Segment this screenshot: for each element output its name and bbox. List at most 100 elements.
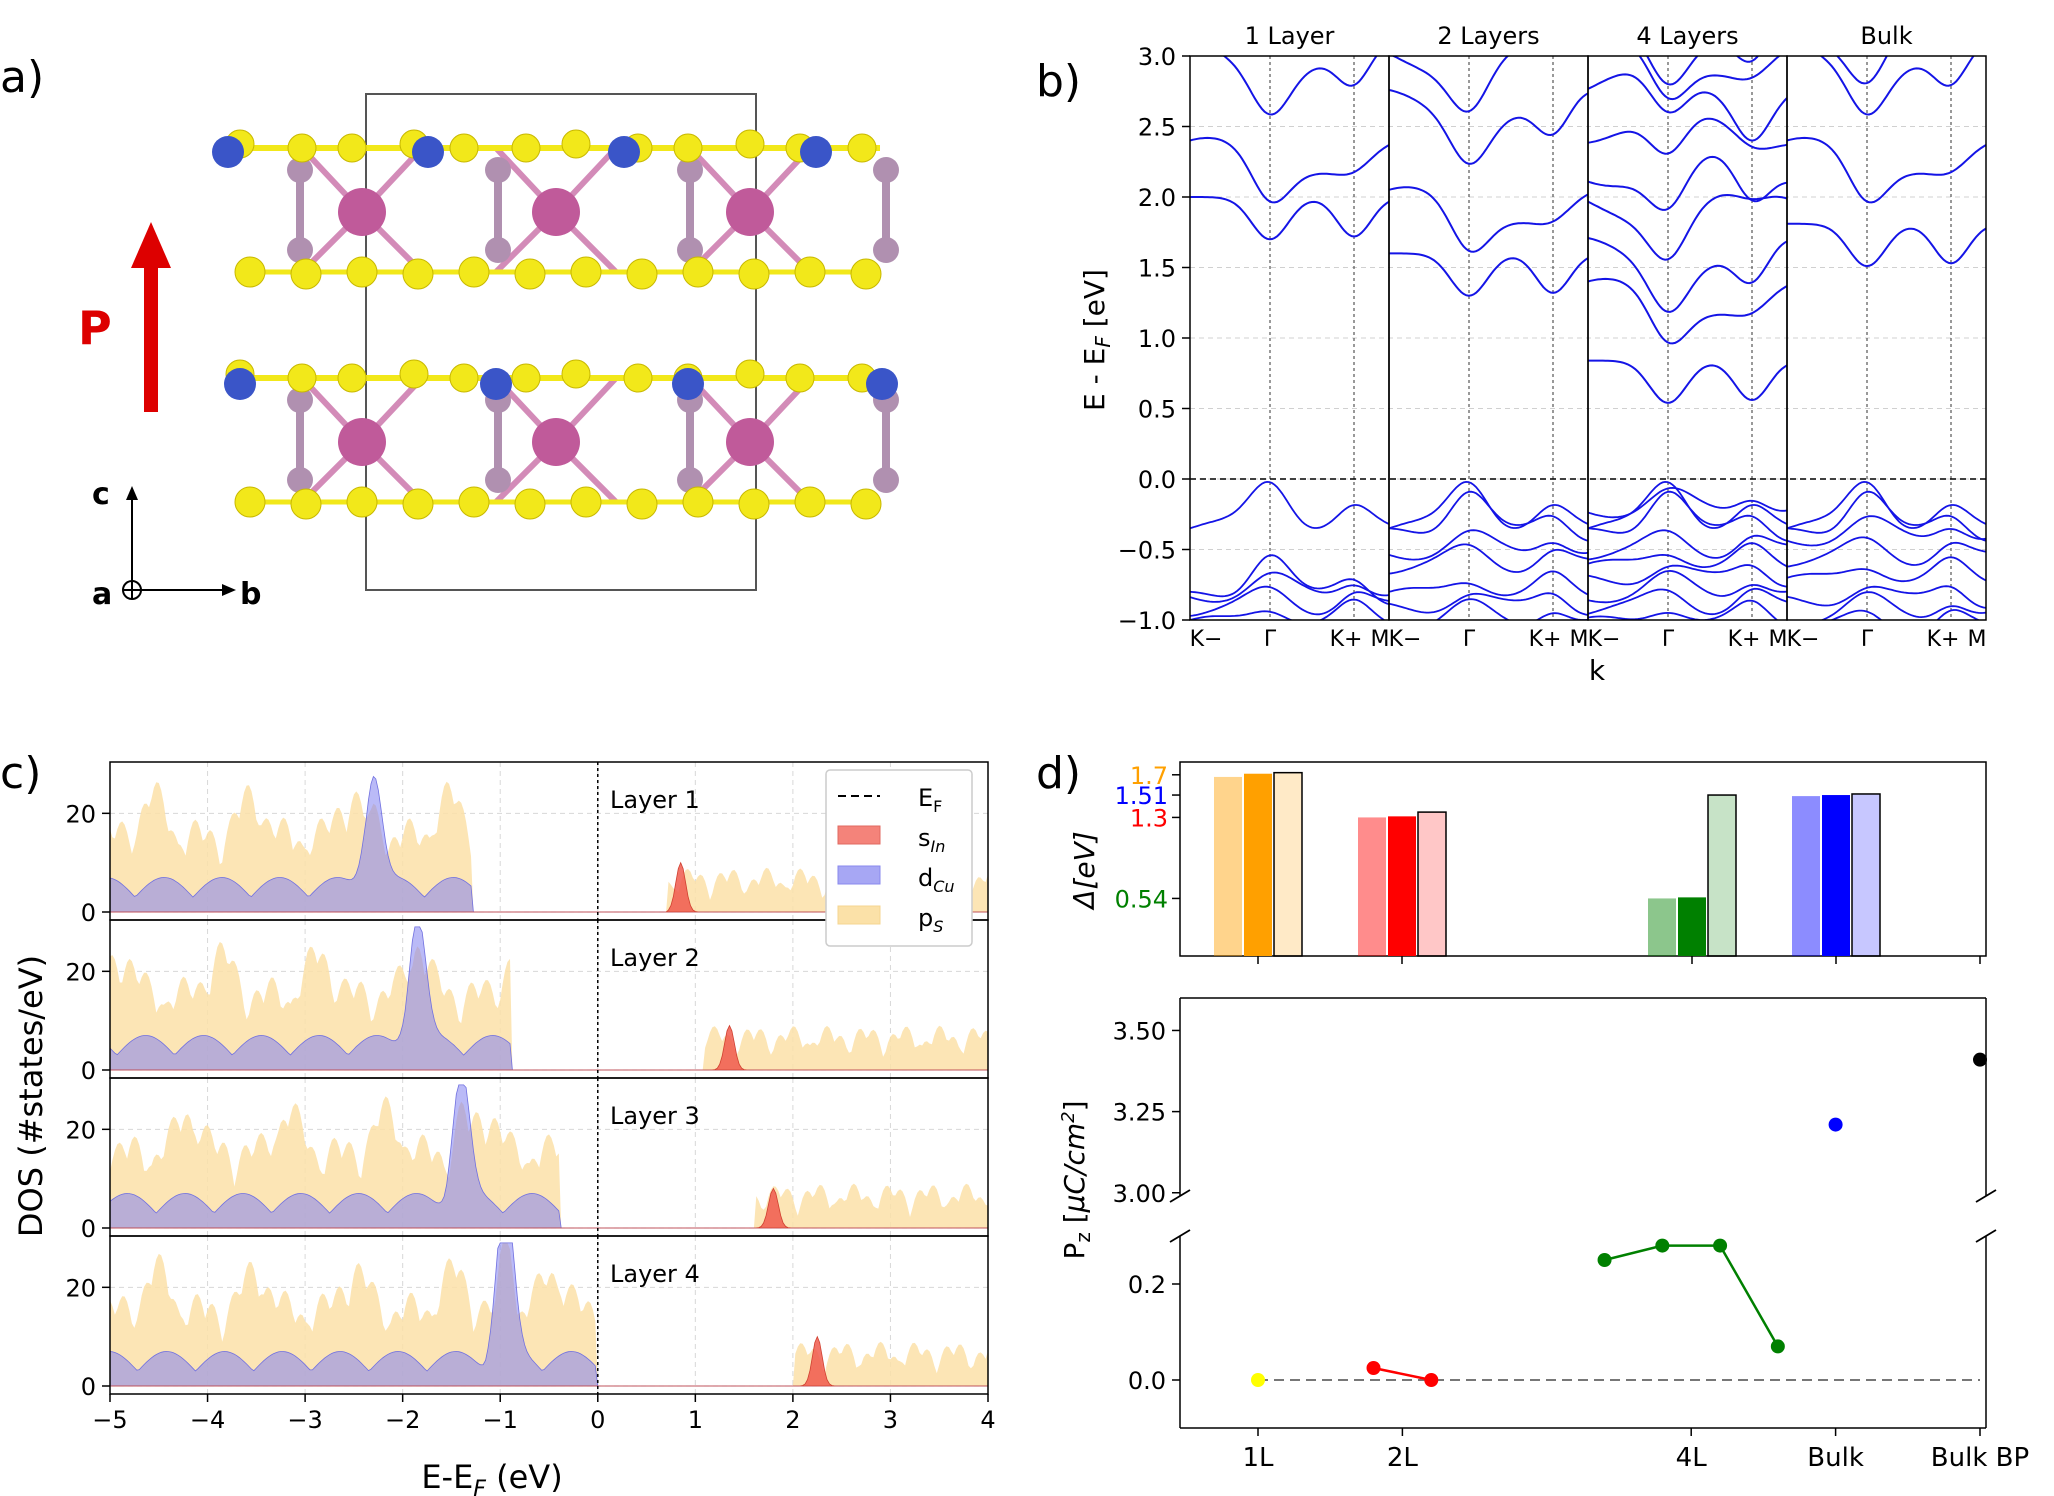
dos-ylabel: DOS (#states/eV) [12,955,50,1237]
pol-point [1366,1361,1381,1375]
band-ytick-label: 0.0 [1138,466,1176,494]
sulfur-atom [346,486,378,518]
conduction-band [1388,186,1589,253]
sulfur-atom [738,258,770,290]
dos-layer-label: Layer 3 [610,1102,700,1130]
pol-ytick-label: 3.50 [1113,1017,1166,1045]
phosphorus-atom [873,467,899,493]
valence-band [1388,543,1589,575]
sulfur-atom [673,133,703,163]
axis-c-arrowhead [126,486,138,500]
phosphorus-atom [873,237,899,263]
sulfur-atom [785,363,815,393]
sulfur-atom [561,359,591,389]
copper-atom [672,368,704,400]
dos-xtick-label: −2 [385,1406,420,1434]
valence-band [1587,569,1788,604]
gap-frame [1179,761,1987,957]
gap-bar [1648,898,1676,956]
conduction-band [1587,237,1788,313]
dos-ytick-label: 0 [81,899,96,927]
pol-ytick-label: 3.00 [1113,1180,1166,1208]
pol-point [1655,1238,1670,1253]
conduction-band [1388,89,1589,165]
pol-xtick-label: 2L [1387,1443,1419,1473]
band-subpanel-frame [1786,55,1987,621]
dos-ytick-label: 20 [65,1274,96,1302]
conduction-band [1222,56,1378,116]
indium-atom [532,188,580,236]
valence-band [1829,609,1981,620]
valence-band [1190,585,1390,617]
sulfur-atom [399,359,429,389]
valence-band [1587,490,1788,542]
dos-fills [109,775,988,1387]
sulfur-atom [570,486,602,518]
band-text: −1.0 −0.5 0.0 0.5 1.0 1.5 2.0 2.5 3.0 1 Layer K− Γ K… [1118,22,1987,652]
valence-band [1587,486,1788,519]
conduction-band [1588,359,1788,404]
dos-ytick-label: 0 [81,1373,96,1401]
conduction-band [1587,193,1788,261]
conduction-band [1787,222,1986,268]
pol-point [1828,1117,1843,1132]
kpoint-label: Γ [1861,627,1874,652]
copper-atom [800,136,832,168]
kpoint-label: K− [1190,627,1223,652]
gap-bar [1244,773,1272,956]
legend-d-label: dCu [918,864,955,896]
gap-value-label: 0.54 [1115,885,1168,913]
copper-atom [866,368,898,400]
sulfur-atom [449,133,479,163]
valence-band [1819,591,1986,620]
sulfur-atom [511,133,541,163]
band-subpanel-title: 1 Layer [1245,22,1335,50]
gap-polarization-panel: 1.71.511.3 0.54 3.00 3.25 3.50 0.0 0.2 1L 2L 4L B… [1058,761,2029,1473]
sulfur-atom [449,363,479,393]
phosphorus-atom [485,157,511,183]
axis-break-mark [1975,1189,1997,1203]
band-ytick-label: 2.5 [1138,114,1176,142]
pol-point [1973,1052,1987,1067]
kpoint-label: Γ [1662,627,1675,652]
valence-band [1587,529,1788,561]
phosphorus-atom [485,467,511,493]
panel-label-d: d) [1036,748,1081,799]
kpoint-label: K− [1389,627,1422,652]
conduction-band [1786,136,1986,204]
copper-atom [480,368,512,400]
panel-label-b: b) [1036,56,1081,107]
sulfur-atom [794,486,826,518]
polarization-arrow-head [131,222,171,268]
phosphorus-atom [287,467,313,493]
valence-band [1786,556,1986,583]
phosphorus-atom [677,157,703,183]
valence-band [1587,564,1788,588]
band-structure-panel: −1.0 −0.5 0.0 0.5 1.0 1.5 2.0 2.5 3.0 1 Layer K− Γ K… [1078,22,1987,687]
gap-value-label: 1.51 [1115,782,1168,810]
copper-atom [224,368,256,400]
gap-bar [1417,811,1447,957]
sulfur-atom [287,363,317,393]
panel-label-c: c) [0,748,41,799]
sulfur-atom [514,488,546,520]
dos-layer-label: Layer 4 [610,1260,700,1288]
legend-d-swatch [837,865,881,885]
dos-xtick-label: 3 [883,1406,898,1434]
band-ytick-label: −0.5 [1118,537,1176,565]
sulfur-atom [847,133,877,163]
gap-bar [1822,795,1850,956]
phosphorus-atom [873,157,899,183]
gap-bar [1388,816,1416,956]
conduction-band [1587,277,1788,345]
pol-point [1597,1253,1612,1267]
sulfur-atom [337,363,367,393]
valence-band [1587,599,1779,620]
valence-band [1435,598,1589,620]
dos-xtick-label: 1 [688,1406,703,1434]
band-subpanel-title: 2 Layers [1437,22,1539,50]
sulfur-atom [682,256,714,288]
legend-s-label: sIn [918,824,945,856]
